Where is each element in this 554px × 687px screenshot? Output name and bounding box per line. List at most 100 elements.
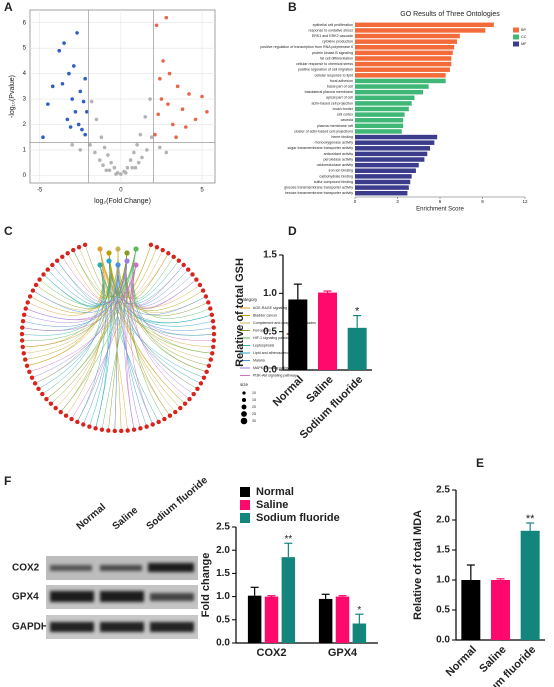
gene-node (200, 288, 206, 293)
x-axis-label: log₂(Fold Change) (94, 198, 151, 205)
gene-node (186, 267, 191, 272)
gene-node (37, 277, 42, 282)
gene-node (63, 413, 69, 418)
gene-node (208, 357, 213, 362)
bar (355, 33, 460, 39)
gene-node (48, 401, 54, 406)
network-edge (55, 248, 119, 409)
size-swatch (241, 411, 247, 417)
bar (355, 134, 438, 140)
legend-swatch (240, 487, 250, 497)
gene-node (190, 272, 195, 277)
gene-node (27, 294, 33, 299)
category-node (97, 262, 103, 268)
gene-node (206, 363, 212, 368)
gene-node (21, 312, 27, 318)
western-blot: Normal Saline Sodium fluoride COX2 GPX4 … (12, 475, 210, 639)
category-label: positive regulation of cell migration (298, 68, 353, 72)
network-edge (132, 264, 190, 400)
gene-node (176, 258, 182, 263)
x-tick-label: 9 (481, 199, 484, 204)
bar (355, 61, 452, 67)
gene-node (45, 267, 50, 272)
point (171, 122, 175, 127)
point (41, 135, 45, 140)
point (67, 71, 71, 76)
point (88, 143, 92, 147)
point (125, 165, 130, 170)
network-edge (32, 264, 119, 313)
gene-node (187, 396, 192, 402)
y-tick-label: 2.5 (216, 522, 230, 533)
bar (355, 129, 402, 134)
bar (355, 174, 412, 179)
category-label: cytokine production (322, 40, 353, 44)
point (70, 143, 74, 147)
point (154, 23, 159, 28)
y-tick-label: 6 (23, 20, 27, 26)
gene-node (208, 306, 213, 311)
legend-swatch (513, 27, 519, 33)
category-node (115, 262, 121, 268)
gene-node (211, 344, 216, 350)
point (148, 97, 152, 101)
y-tick-label: 1.5 (216, 568, 230, 579)
size-label: 10 (252, 391, 256, 395)
gene-node (203, 294, 209, 299)
gene-node (69, 416, 74, 422)
bar (288, 299, 308, 370)
point (50, 84, 55, 89)
point (136, 160, 141, 165)
y-tick-label: 2 (23, 122, 27, 128)
point (83, 132, 87, 137)
y-tick-label: 3 (23, 97, 27, 103)
bar (281, 557, 296, 643)
point (81, 99, 86, 104)
gene-node (24, 363, 30, 368)
category-label: glucose transmembrane transporter activi… (284, 186, 353, 190)
point (132, 150, 136, 155)
bar (355, 78, 446, 84)
size-swatch (242, 391, 246, 395)
category-node (124, 258, 130, 264)
point (140, 155, 144, 160)
network-edge (83, 264, 119, 425)
y-tick-label: 2.0 (436, 515, 450, 526)
bar (355, 56, 452, 61)
y-axis-label: -log₁₀(Pvalue) (9, 75, 16, 118)
gene-node (171, 254, 176, 260)
network-edge (56, 260, 128, 303)
panel-label: B (288, 0, 297, 14)
network-edge (99, 248, 128, 431)
bar (318, 598, 333, 643)
gene-node (112, 428, 117, 434)
x-axis-label: Enrichment Score (416, 207, 464, 213)
row-label: GAPDH (12, 622, 48, 633)
category-node (133, 262, 139, 268)
bar (247, 595, 262, 643)
y-tick-label: 0.0 (436, 635, 450, 646)
gene-node (99, 427, 105, 432)
legend-label: Saline (256, 499, 288, 511)
gene-node (194, 277, 199, 282)
point (104, 168, 109, 173)
point (94, 117, 99, 122)
y-tick-label: 0.5 (436, 605, 450, 616)
gene-node (206, 300, 211, 305)
y-tick-label: 0.0 (216, 638, 230, 649)
category-label: carbohydrate binding (319, 174, 353, 178)
category-label: cellular response to lipid (314, 73, 353, 77)
gene-node (20, 325, 25, 330)
network-edge (56, 260, 105, 305)
legend-label: Bladder cancer (253, 313, 278, 317)
gene-node (166, 251, 171, 256)
gene-node (20, 318, 26, 324)
plot-area (29, 9, 216, 184)
x-tick-label: GPX4 (328, 647, 358, 659)
y-tick-label: 1.0 (216, 591, 230, 602)
lane-label: Saline (111, 505, 141, 533)
gene-node (173, 409, 178, 415)
gene-node (195, 386, 200, 392)
legend-title: category (240, 297, 258, 302)
category-label: peroxidase activity (323, 157, 353, 161)
